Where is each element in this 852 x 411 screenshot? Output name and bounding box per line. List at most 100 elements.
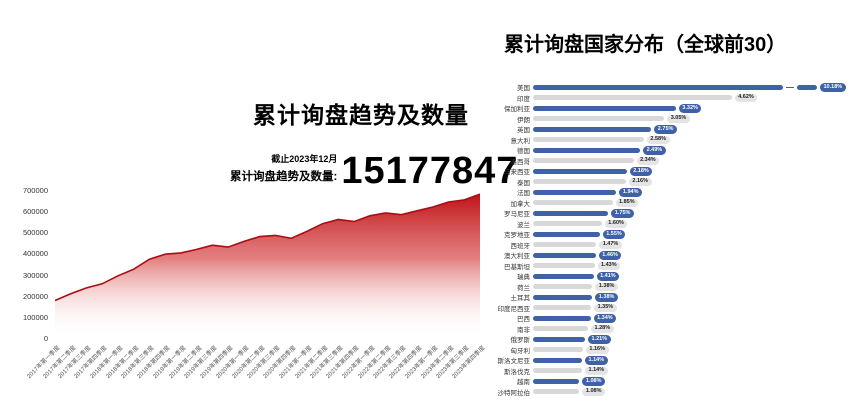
country-label: 法国 [517,190,530,198]
trend-area-chart [55,193,480,338]
value-badge: 1.55% [602,230,626,239]
value-badge: 2.58% [646,135,670,144]
bar-row: 德国 2.49% [492,145,852,156]
value-badge: 2.34% [636,156,660,165]
value-badge: 1.38% [595,293,618,302]
value-badge: 10.18% [820,83,846,92]
country-bar [533,242,597,248]
country-label: 印度 [517,95,530,103]
value-badge: 1.08% [582,387,605,396]
country-bar [533,105,676,111]
bar-row: 英国 2.75% [492,124,852,135]
bar-row: 波兰 1.60% [492,219,852,230]
country-label: 德国 [517,148,530,156]
value-badge: 1.94% [619,188,642,197]
country-bar [533,147,641,153]
country-label: 加拿大 [510,200,531,208]
stat-notes: 截止2023年12月 累计询盘趋势及数量: [230,152,337,187]
value-badge: 2.49% [643,146,666,155]
country-label: 斯洛文尼亚 [497,358,531,366]
country-bar-list: 美国 10.18% 印度 4.62% 保加利亚 3.32% 伊朗 3.05% 英国 2.75% 意大… [492,82,852,397]
value-badge: 1.46% [598,251,622,260]
axis-break-dash [786,86,794,88]
bar-row: 荷兰 1.38% [492,282,852,293]
bar-row: 马来西亚 2.18% [492,166,852,177]
value-badge: 1.35% [594,303,617,312]
value-badge: 1.75% [611,209,634,218]
country-label: 克罗地亚 [504,232,530,240]
country-bar [533,305,592,311]
trend-title: 累计询盘趋势及数量 [253,102,469,128]
value-badge: 4.62% [734,93,758,102]
bar-row: 斯洛伐克 1.14% [492,366,852,377]
country-label: 泰国 [517,179,530,187]
stat-caption: 累计询盘趋势及数量: [230,171,338,183]
country-bar [533,116,665,122]
bar-row: 巴基斯坦 1.43% [492,261,852,272]
country-bar [533,357,582,363]
country-label: 斯洛伐克 [504,368,530,376]
value-badge: 1.34% [593,314,617,323]
country-bar [533,389,580,395]
country-label: 荷兰 [517,284,530,292]
country-bar [533,84,783,90]
y-axis-label: 700000 [22,186,48,195]
y-axis-label: 200000 [22,291,48,301]
bar-row: 越南 1.08% [492,376,852,387]
value-badge: 2.16% [628,177,652,186]
country-label: 英国 [517,127,530,135]
value-badge: 1.14% [585,356,608,365]
total-inquiries-value: 15177847 [341,149,519,192]
country-bar [533,137,644,143]
bar-row: 印度 4.62% [492,93,852,104]
bar-row: 克罗地亚 1.55% [492,229,852,240]
y-axis-label: 100000 [22,312,48,322]
country-label: 南非 [517,326,530,334]
bar-row: 印度尼西亚 1.35% [492,303,852,314]
country-label: 匈牙利 [510,347,531,355]
value-badge: 1.60% [604,219,628,228]
bar-row: 俄罗斯 1.21% [492,334,852,345]
y-axis-label: 500000 [22,228,48,238]
country-label: 瑞典 [517,274,530,282]
bar-row: 保加利亚 3.32% [492,103,852,114]
value-badge: 3.32% [678,104,702,113]
country-bar [533,200,613,206]
bar-row: 巴西 1.34% [492,313,852,324]
country-bar [533,221,602,227]
bar-row: 匈牙利 1.16% [492,345,852,356]
country-bar-segment [797,84,817,90]
country-bar [533,294,593,300]
bar-row: 土耳其 1.38% [492,292,852,303]
country-bar [533,210,609,216]
value-badge: 1.41% [596,272,620,281]
country-label: 俄罗斯 [510,337,531,345]
country-label: 西班牙 [510,242,531,250]
value-badge: 2.75% [654,125,677,134]
value-badge: 1.16% [585,345,609,354]
country-label: 越南 [517,379,530,387]
bar-row: 伊朗 3.05% [492,114,852,125]
country-label: 印度尼西亚 [497,305,531,313]
value-badge: 1.21% [588,335,611,344]
value-badge: 1.14% [585,366,608,375]
value-badge: 1.08% [582,377,605,386]
country-label: 墨西哥 [510,158,531,166]
bar-row: 沙特阿拉伯 1.08% [492,387,852,398]
country-bar [533,284,593,290]
country-label: 罗马尼亚 [504,211,530,219]
country-label: 美国 [517,85,530,93]
value-badge: 3.05% [667,114,690,123]
bar-row: 法国 1.94% [492,187,852,198]
value-badge: 1.28% [591,324,614,333]
country-bar [533,326,588,332]
bar-row: 美国 10.18% [492,82,852,93]
country-label: 马来西亚 [504,169,530,177]
bar-row: 西班牙 1.47% [492,240,852,251]
country-bar [533,95,732,101]
country-label: 巴基斯坦 [504,263,530,271]
country-bar [533,336,585,342]
as-of-date-label: 截止2023年12月 [271,154,338,164]
country-bar [533,315,591,321]
